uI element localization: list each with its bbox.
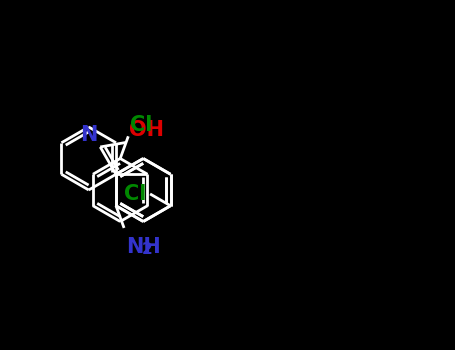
Text: OH: OH bbox=[129, 119, 164, 140]
Text: N: N bbox=[81, 125, 98, 145]
Text: 2: 2 bbox=[142, 242, 152, 257]
Text: Cl: Cl bbox=[124, 184, 147, 204]
Text: Cl: Cl bbox=[130, 114, 152, 134]
Text: NH: NH bbox=[126, 237, 161, 257]
